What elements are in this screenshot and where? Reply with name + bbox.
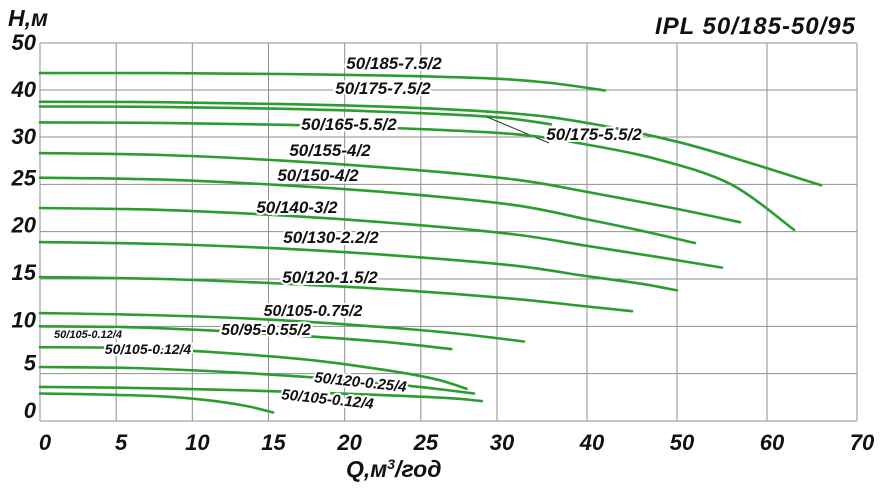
y-tick-label-25: 25 xyxy=(11,165,37,190)
curve-label-6: 50/140-3/2 xyxy=(256,198,338,217)
x-axis-title-sup: 3 xyxy=(387,456,396,472)
x-tick-label-50: 50 xyxy=(670,430,695,455)
curve-label-12: 50/105-0.12/4 xyxy=(105,341,192,357)
y-tick-label-10: 10 xyxy=(12,307,37,332)
curve-10 xyxy=(38,325,453,351)
curve-12 xyxy=(38,365,476,395)
y-tick-label-20: 20 xyxy=(11,213,37,238)
y-tick-label-50: 50 xyxy=(12,30,37,55)
curve-label-11: 50/105-0.12/4 xyxy=(54,329,122,341)
x-tick-label-15: 15 xyxy=(261,430,286,455)
curve-label-2: 50/175-5.5/2 xyxy=(546,125,642,144)
curve-4 xyxy=(38,151,742,224)
x-tick-label-5: 5 xyxy=(115,430,128,455)
x-tick-label-25: 25 xyxy=(413,430,439,455)
y-tick-label-30: 30 xyxy=(12,124,37,149)
x-tick-label-30: 30 xyxy=(490,430,515,455)
curve-5 xyxy=(38,176,697,245)
y-axis-title: Н,м xyxy=(8,5,49,31)
x-tick-label-0: 0 xyxy=(39,430,52,455)
curve-14 xyxy=(38,392,275,414)
x-tick-label-10: 10 xyxy=(185,430,210,455)
curve-label-10: 50/95-0.55/2 xyxy=(221,322,311,339)
curve-0 xyxy=(38,71,607,92)
curve-8 xyxy=(38,275,634,313)
leader-line-2 xyxy=(486,116,550,144)
chart-title: IPL 50/185-50/95 xyxy=(654,13,856,40)
y-tick-label-15: 15 xyxy=(12,260,37,285)
curve-13 xyxy=(38,385,484,403)
x-tick-label-20: 20 xyxy=(336,430,362,455)
curve-label-5: 50/150-4/2 xyxy=(277,166,359,185)
curve-3 xyxy=(38,121,796,232)
x-axis-title-suffix: /год xyxy=(395,456,442,482)
y-tick-label-40: 40 xyxy=(11,77,37,102)
curve-label-4: 50/155-4/2 xyxy=(289,141,371,160)
curve-6 xyxy=(38,206,724,269)
curve-label-0: 50/185-7.5/2 xyxy=(346,54,442,73)
curve-11 xyxy=(38,345,468,391)
curve-7 xyxy=(38,240,679,292)
x-tick-label-60: 60 xyxy=(760,430,785,455)
curve-2 xyxy=(38,105,553,126)
x-axis-title-prefix: Q,м xyxy=(346,456,388,482)
y-tick-label-5: 5 xyxy=(24,351,37,376)
curve-label-7: 50/130-2.2/2 xyxy=(283,228,379,247)
y-tick-label-0: 0 xyxy=(24,398,37,423)
curve-label-3: 50/165-5.5/2 xyxy=(301,115,397,134)
curve-label-9: 50/105-0.75/2 xyxy=(264,303,363,320)
curve-label-8: 50/120-1.5/2 xyxy=(282,268,378,287)
x-axis-title: Q,м3/год xyxy=(346,456,441,483)
curve-label-1: 50/175-7.5/2 xyxy=(335,79,431,98)
x-tick-label-70: 70 xyxy=(850,430,875,455)
curve-9 xyxy=(38,311,526,343)
x-tick-label-40: 40 xyxy=(579,430,605,455)
curve-1 xyxy=(38,100,823,187)
